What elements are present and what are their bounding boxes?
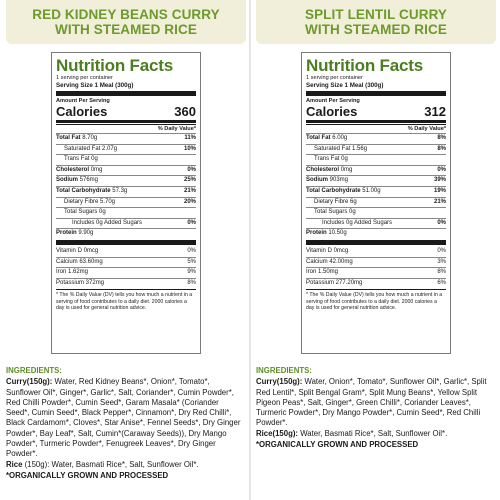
ingredients-header: INGREDIENTS: [6, 366, 62, 375]
mineral-row: Iron 1.50mg 8% [306, 267, 446, 278]
nutrient-row: Protein 10.50g [306, 228, 446, 239]
nutrition-facts-panel: Nutrition Facts 1 serving per container … [301, 52, 451, 354]
nutrient-row: Dietary Fibre 5.70g 20% [56, 196, 196, 208]
serving-size: Serving Size 1 Meal (300g) [56, 82, 134, 89]
rice-ingredients: Rice(150g): Water, Basmati Rice*, Salt, … [256, 428, 448, 438]
nutrient-row: Saturated Fat 2.07g 10% [56, 143, 196, 155]
rice-ingredients: Rice (150g): Water, Basmati Rice*, Salt,… [6, 459, 199, 469]
servings-per-container: 1 serving per container [306, 75, 363, 81]
organic-note: *ORGANICALLY GROWN AND PROCESSED [6, 470, 169, 480]
nutrient-row: Dietary Fibre 6g 21% [306, 196, 446, 208]
daily-value-header: % Daily Value* [56, 124, 196, 133]
calories-label: Calories [56, 104, 108, 119]
nutrient-row: Protein 9.90g [56, 228, 196, 239]
calories-value: 360 [174, 104, 196, 119]
mineral-row: Calcium 63.60mg 5% [56, 256, 196, 268]
mineral-row: Calcium 42.00mg 3% [306, 256, 446, 268]
medium-divider [56, 120, 196, 123]
product-banner: RED KIDNEY BEANS CURRY WITH STEAMED RICE [6, 0, 246, 44]
mineral-row: Potassium 372mg 8% [56, 277, 196, 289]
nutrient-row: Includes 0g Added Sugars 0% [56, 217, 196, 229]
nutrient-row: Cholesterol 0mg 0% [56, 164, 196, 176]
product-title: SPLIT LENTIL CURRY WITH STEAMED RICE [304, 7, 448, 37]
calories-row: Calories 360 [56, 105, 196, 119]
thick-divider [56, 239, 196, 245]
nutrient-row: Sodium 903mg 39% [306, 175, 446, 186]
nutrition-facts-panel: Nutrition Facts 1 serving per container … [51, 52, 201, 354]
nutrient-row: Cholesterol 0mg 0% [306, 164, 446, 176]
amount-per-serving: Amount Per Serving [306, 98, 360, 104]
nutrition-facts-title: Nutrition Facts [56, 56, 173, 75]
nutrient-row: Total Fat 8.70g 11% [56, 133, 196, 144]
nutrient-row: Trans Fat 0g [56, 154, 196, 165]
nutrient-row: Total Carbohydrate 57.3g 21% [56, 185, 196, 197]
nutrition-facts-title: Nutrition Facts [306, 56, 423, 75]
mineral-row: Iron 1.62mg 9% [56, 267, 196, 278]
product-column-kidney-beans: RED KIDNEY BEANS CURRY WITH STEAMED RICE… [6, 0, 246, 500]
mineral-row: Potassium 277.20mg 6% [306, 277, 446, 289]
nutrient-row: Total Sugars 0g [306, 207, 446, 218]
calories-value: 312 [424, 104, 446, 119]
product-column-split-lentil: SPLIT LENTIL CURRY WITH STEAMED RICE Nut… [256, 0, 496, 500]
nutrient-row: Total Sugars 0g [56, 207, 196, 218]
organic-note: *ORGANICALLY GROWN AND PROCESSED [256, 440, 419, 450]
ingredients-block: INGREDIENTS: Curry(150g): Water, Red Kid… [6, 366, 242, 481]
servings-per-container: 1 serving per container [56, 75, 113, 81]
medium-divider [306, 120, 446, 123]
nutrient-row: Total Carbohydrate 51.00g 19% [306, 185, 446, 197]
curry-ingredients: Curry(150g): Water, Red Kidney Beans*, O… [6, 377, 241, 459]
ingredients-block: INGREDIENTS: Curry(150g): Water, Onion*,… [256, 366, 492, 450]
serving-size: Serving Size 1 Meal (300g) [306, 82, 384, 89]
amount-per-serving: Amount Per Serving [56, 98, 110, 104]
curry-ingredients: Curry(150g): Water, Onion*, Tomato*, Sun… [256, 377, 487, 428]
thick-divider [306, 91, 446, 96]
daily-value-footnote: * The % Daily Value (DV) tells you how m… [306, 289, 446, 311]
nutrient-row: Includes 0g Added Sugars 0% [306, 217, 446, 229]
thick-divider [306, 239, 446, 245]
calories-label: Calories [306, 104, 358, 119]
thick-divider [56, 91, 196, 96]
calories-row: Calories 312 [306, 105, 446, 119]
product-title: RED KIDNEY BEANS CURRY WITH STEAMED RICE [32, 7, 220, 37]
nutrient-row: Sodium 576mg 25% [56, 175, 196, 186]
column-divider [249, 0, 251, 500]
nutrient-row: Saturated Fat 1.56g 8% [306, 143, 446, 155]
daily-value-footnote: * The % Daily Value (DV) tells you how m… [56, 289, 196, 311]
mineral-row: Vitamin D 0mcg 0% [306, 247, 446, 254]
ingredients-header: INGREDIENTS: [256, 366, 312, 375]
nutrient-row: Trans Fat 0g [306, 154, 446, 165]
product-banner: SPLIT LENTIL CURRY WITH STEAMED RICE [256, 0, 496, 44]
nutrient-row: Total Fat 6.00g 8% [306, 133, 446, 144]
mineral-row: Vitamin D 0mcg 0% [56, 247, 196, 254]
daily-value-header: % Daily Value* [306, 124, 446, 133]
